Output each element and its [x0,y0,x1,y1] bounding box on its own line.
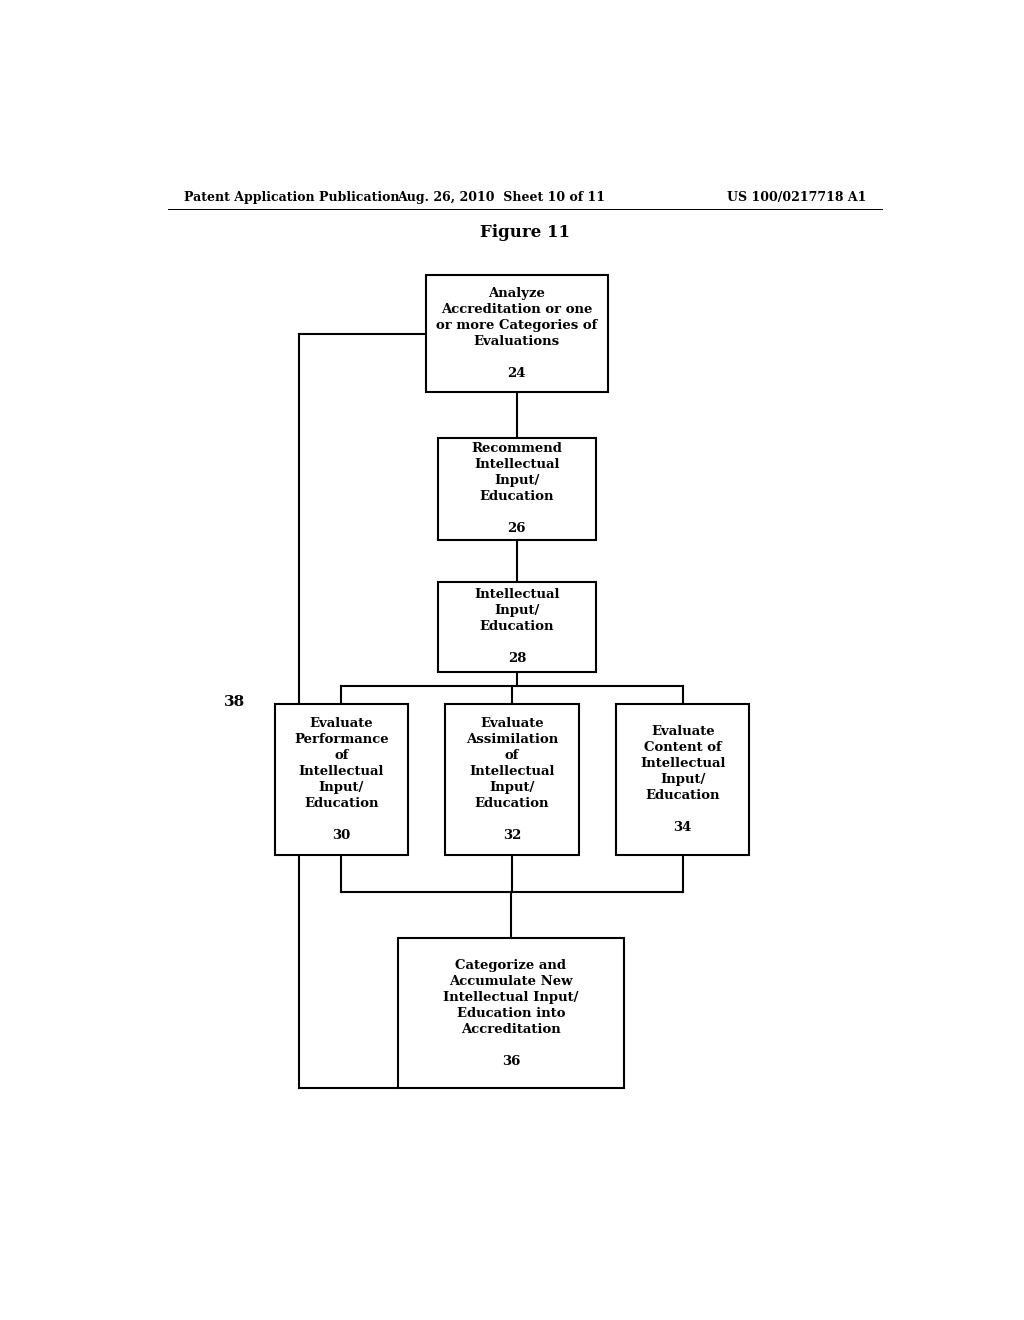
Text: Evaluate
Content of
Intellectual
Input/
Education

34: Evaluate Content of Intellectual Input/ … [640,725,725,834]
FancyBboxPatch shape [437,438,596,540]
FancyBboxPatch shape [437,582,596,672]
Text: 38: 38 [224,696,246,709]
FancyBboxPatch shape [426,276,608,392]
FancyBboxPatch shape [397,939,624,1089]
Text: US 100/0217718 A1: US 100/0217718 A1 [727,191,866,203]
Text: Evaluate
Performance
of
Intellectual
Input/
Education

30: Evaluate Performance of Intellectual Inp… [294,717,389,842]
FancyBboxPatch shape [274,704,409,854]
Text: Categorize and
Accumulate New
Intellectual Input/
Education into
Accreditation

: Categorize and Accumulate New Intellectu… [443,958,579,1068]
Text: Patent Application Publication: Patent Application Publication [183,191,399,203]
FancyBboxPatch shape [445,704,579,854]
Text: Aug. 26, 2010  Sheet 10 of 11: Aug. 26, 2010 Sheet 10 of 11 [397,191,605,203]
Text: Recommend
Intellectual
Input/
Education

26: Recommend Intellectual Input/ Education … [471,442,562,535]
Text: Evaluate
Assimilation
of
Intellectual
Input/
Education

32: Evaluate Assimilation of Intellectual In… [466,717,558,842]
Text: Analyze
Accreditation or one
or more Categories of
Evaluations

24: Analyze Accreditation or one or more Cat… [436,288,597,380]
Text: Figure 11: Figure 11 [480,224,569,242]
FancyBboxPatch shape [616,704,750,854]
Text: Intellectual
Input/
Education

28: Intellectual Input/ Education 28 [474,589,559,665]
